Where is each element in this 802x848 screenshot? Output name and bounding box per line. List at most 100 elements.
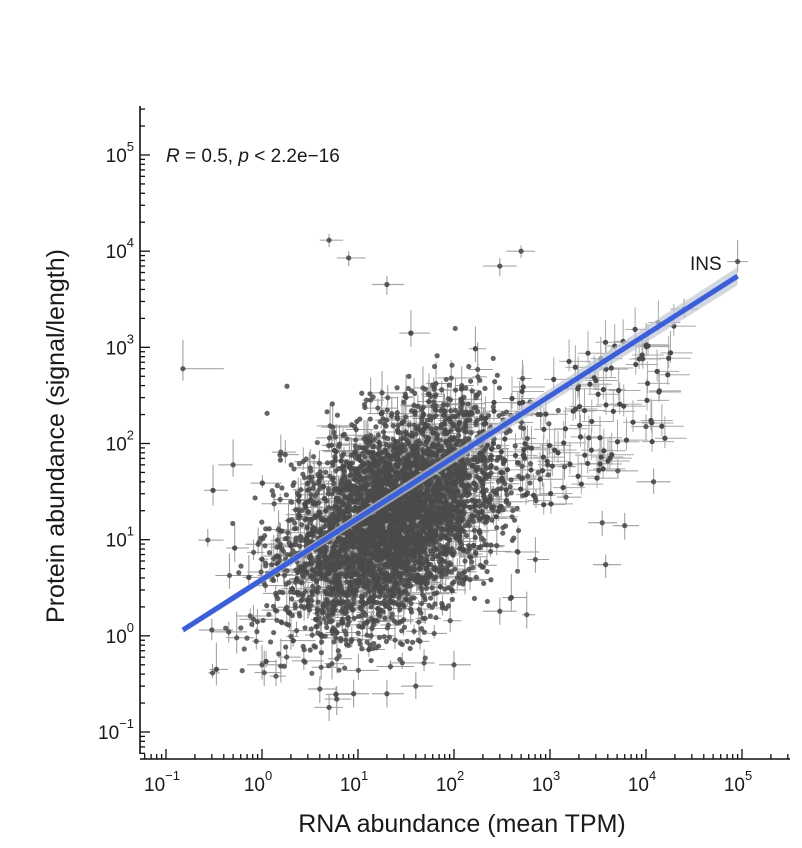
cloud-point	[471, 405, 477, 411]
cloud-point	[486, 501, 493, 507]
cloud-point	[357, 641, 363, 647]
cloud-point	[494, 543, 500, 549]
cloud-point	[336, 653, 342, 659]
cloud-point	[431, 630, 437, 637]
cloud-point	[365, 442, 371, 449]
cloud-point	[289, 596, 295, 602]
cloud-point	[331, 639, 337, 645]
cloud-point	[545, 472, 551, 478]
cloud-point	[475, 408, 481, 414]
cloud-point	[324, 409, 330, 415]
cloud-point	[271, 501, 277, 507]
cloud-point	[440, 401, 447, 408]
cloud-point	[318, 650, 324, 656]
cloud-point	[456, 427, 463, 433]
cloud-point	[428, 426, 434, 432]
cloud-point	[403, 414, 409, 420]
cloud-point	[472, 534, 478, 541]
cloud-point	[496, 385, 503, 391]
cloud-point	[336, 667, 342, 673]
cloud-point	[474, 392, 481, 398]
cloud-point	[249, 621, 255, 627]
cloud-point	[367, 416, 373, 422]
cloud-point	[273, 673, 279, 679]
cloud-point	[274, 483, 280, 489]
cloud-point	[449, 362, 455, 368]
cloud-point	[452, 407, 459, 413]
cloud-point	[364, 397, 370, 403]
cloud-point	[369, 568, 375, 574]
cloud-point	[350, 600, 357, 606]
cloud-point	[260, 617, 266, 624]
cloud-point	[387, 663, 394, 670]
cloud-point	[375, 405, 381, 411]
cloud-point	[434, 353, 440, 359]
cloud-point	[310, 583, 316, 589]
cloud-point	[209, 670, 216, 676]
cloud-point	[250, 616, 257, 622]
cloud-point	[439, 387, 445, 393]
cloud-point	[475, 366, 481, 373]
cloud-point	[437, 437, 444, 443]
cloud-point	[288, 633, 294, 639]
cloud-point	[288, 499, 295, 505]
cloud-point	[304, 481, 311, 487]
cloud-point	[336, 443, 342, 449]
cloud-point	[438, 556, 444, 562]
cloud-point	[252, 495, 258, 501]
cloud-point	[480, 481, 486, 488]
cloud-point	[427, 613, 433, 619]
cloud-point	[509, 514, 515, 520]
cloud-point	[456, 432, 462, 439]
cloud-point	[254, 619, 260, 625]
cloud-point	[385, 395, 391, 401]
cloud-point	[307, 465, 313, 471]
cloud-point	[309, 670, 315, 676]
cloud-point	[515, 527, 522, 534]
cloud-point	[312, 557, 318, 564]
cloud-point	[422, 386, 429, 392]
cloud-point	[527, 480, 533, 486]
cloud-point	[324, 460, 331, 466]
cloud-point	[324, 624, 330, 631]
cloud-point	[250, 549, 257, 555]
cloud-point	[278, 528, 284, 534]
cloud-point	[483, 465, 490, 471]
cloud-point	[241, 646, 247, 652]
cloud-point	[323, 469, 329, 475]
cloud-point	[512, 443, 518, 449]
cloud-point	[433, 407, 439, 413]
cloud-point	[307, 647, 313, 653]
cloud-point	[383, 638, 390, 645]
cloud-point	[449, 596, 455, 602]
cloud-point	[426, 541, 432, 548]
cloud-point	[404, 638, 410, 644]
cloud-point	[291, 466, 297, 472]
cloud-point	[429, 585, 435, 591]
cloud-point	[270, 603, 277, 609]
cloud-point	[502, 481, 508, 487]
cloud-point	[488, 457, 495, 463]
cloud-point	[417, 638, 423, 644]
cloud-point	[368, 657, 374, 664]
cloud-point	[353, 437, 359, 443]
cloud-point	[532, 556, 538, 563]
cloud-point	[359, 646, 365, 652]
cloud-point	[277, 589, 283, 595]
cloud-point	[223, 625, 229, 631]
cloud-point	[343, 637, 349, 643]
cloud-point	[535, 470, 541, 476]
cloud-point	[394, 416, 401, 422]
cloud-point	[315, 599, 321, 605]
cloud-point	[205, 537, 211, 543]
cloud-point	[493, 465, 499, 471]
cloud-point	[338, 458, 344, 464]
cloud-point	[326, 435, 333, 441]
cloud-point	[292, 520, 298, 526]
cloud-point	[468, 430, 474, 436]
cloud-point	[563, 494, 569, 500]
cloud-point	[433, 574, 439, 580]
cloud-point	[258, 569, 264, 575]
cloud-point	[379, 390, 385, 396]
